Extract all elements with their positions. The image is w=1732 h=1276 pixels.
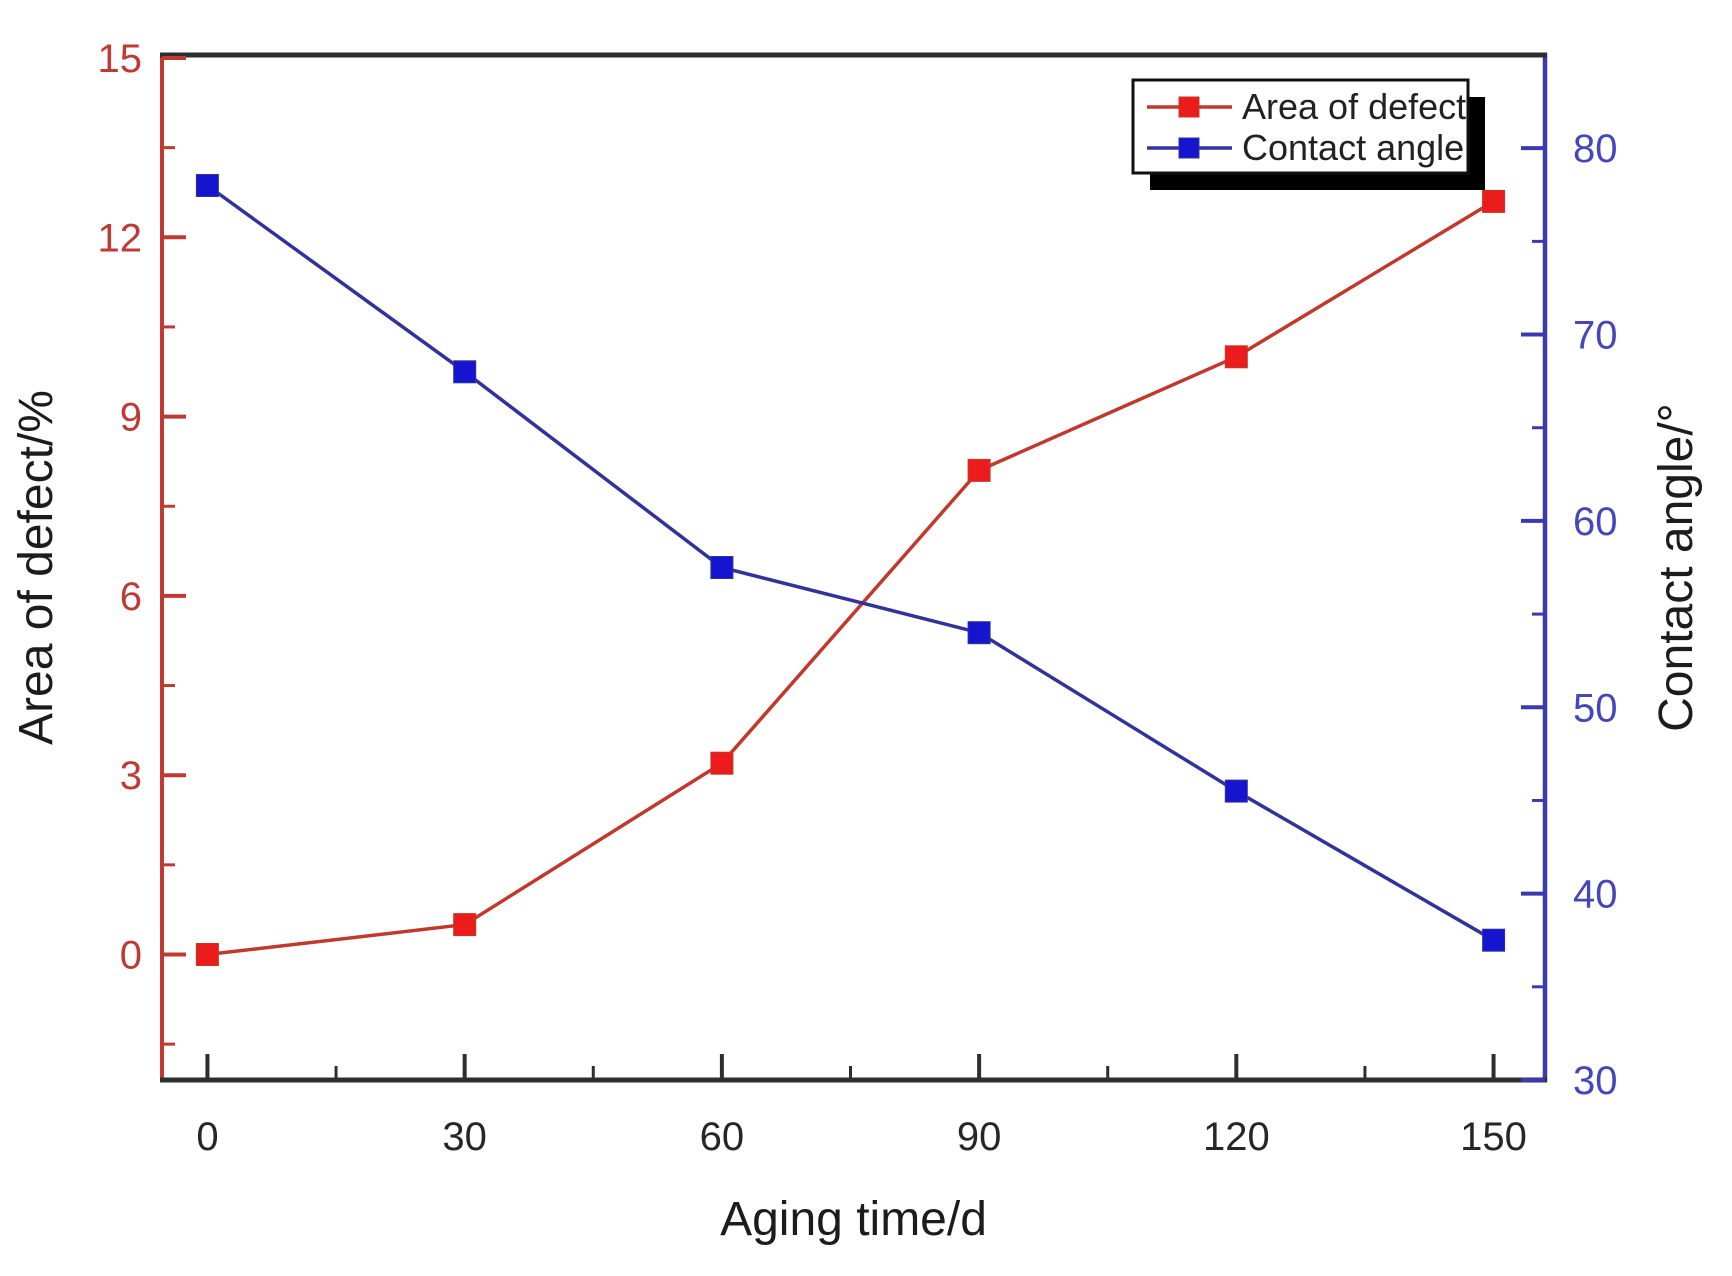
x-axis-title: Aging time/d xyxy=(720,1193,987,1246)
series-line-contact-angle xyxy=(206,184,1495,942)
left-axis-tick-label: 6 xyxy=(120,575,142,619)
left-axis-title: Area of defect/% xyxy=(10,390,63,745)
right-axis-tick-label: 70 xyxy=(1573,314,1618,358)
left-axis-tick-label: 9 xyxy=(120,396,142,440)
legend-entry-label: Contact angle xyxy=(1242,127,1464,168)
series-marker-area-of-defect xyxy=(1482,189,1506,213)
series-marker-area-of-defect xyxy=(453,913,477,937)
x-axis-tick-label: 60 xyxy=(700,1115,745,1159)
x-axis-tick-label: 120 xyxy=(1203,1115,1270,1159)
left-axis-tick-label: 15 xyxy=(98,37,143,81)
series-marker-contact-angle xyxy=(967,621,991,645)
legend-entry-label: Area of defect xyxy=(1242,86,1466,127)
series-marker-area-of-defect xyxy=(195,943,219,966)
series-marker-contact-angle xyxy=(195,174,219,197)
series-marker-contact-angle xyxy=(1482,928,1506,952)
x-axis-tick-label: 30 xyxy=(442,1115,487,1159)
series-marker-area-of-defect xyxy=(967,458,991,482)
right-axis-tick-label: 80 xyxy=(1573,127,1618,171)
series-marker-contact-angle xyxy=(710,556,734,579)
x-axis-tick-label: 0 xyxy=(196,1115,218,1159)
x-axis-tick-label: 90 xyxy=(957,1115,1002,1159)
series-line-area-of-defect xyxy=(207,199,1495,957)
legend-sample-marker-contact-angle xyxy=(1178,137,1200,159)
series-marker-area-of-defect xyxy=(1224,345,1248,369)
x-axis-tick-label: 150 xyxy=(1460,1115,1527,1159)
right-axis-tick-label: 30 xyxy=(1573,1059,1618,1103)
left-axis-tick-label: 12 xyxy=(98,216,143,260)
right-axis-tick-label: 40 xyxy=(1573,873,1618,917)
series-marker-contact-angle xyxy=(1224,779,1248,803)
right-axis-tick-label: 50 xyxy=(1573,686,1618,730)
series-marker-contact-angle xyxy=(453,360,477,384)
right-axis-tick-label: 60 xyxy=(1573,500,1618,544)
series-marker-area-of-defect xyxy=(710,751,734,775)
left-axis-tick-label: 0 xyxy=(120,933,142,977)
legend-sample-marker-area-of-defect xyxy=(1178,96,1200,118)
left-axis-tick-label: 3 xyxy=(120,754,142,798)
right-axis-title: Contact angle/° xyxy=(1650,403,1703,732)
